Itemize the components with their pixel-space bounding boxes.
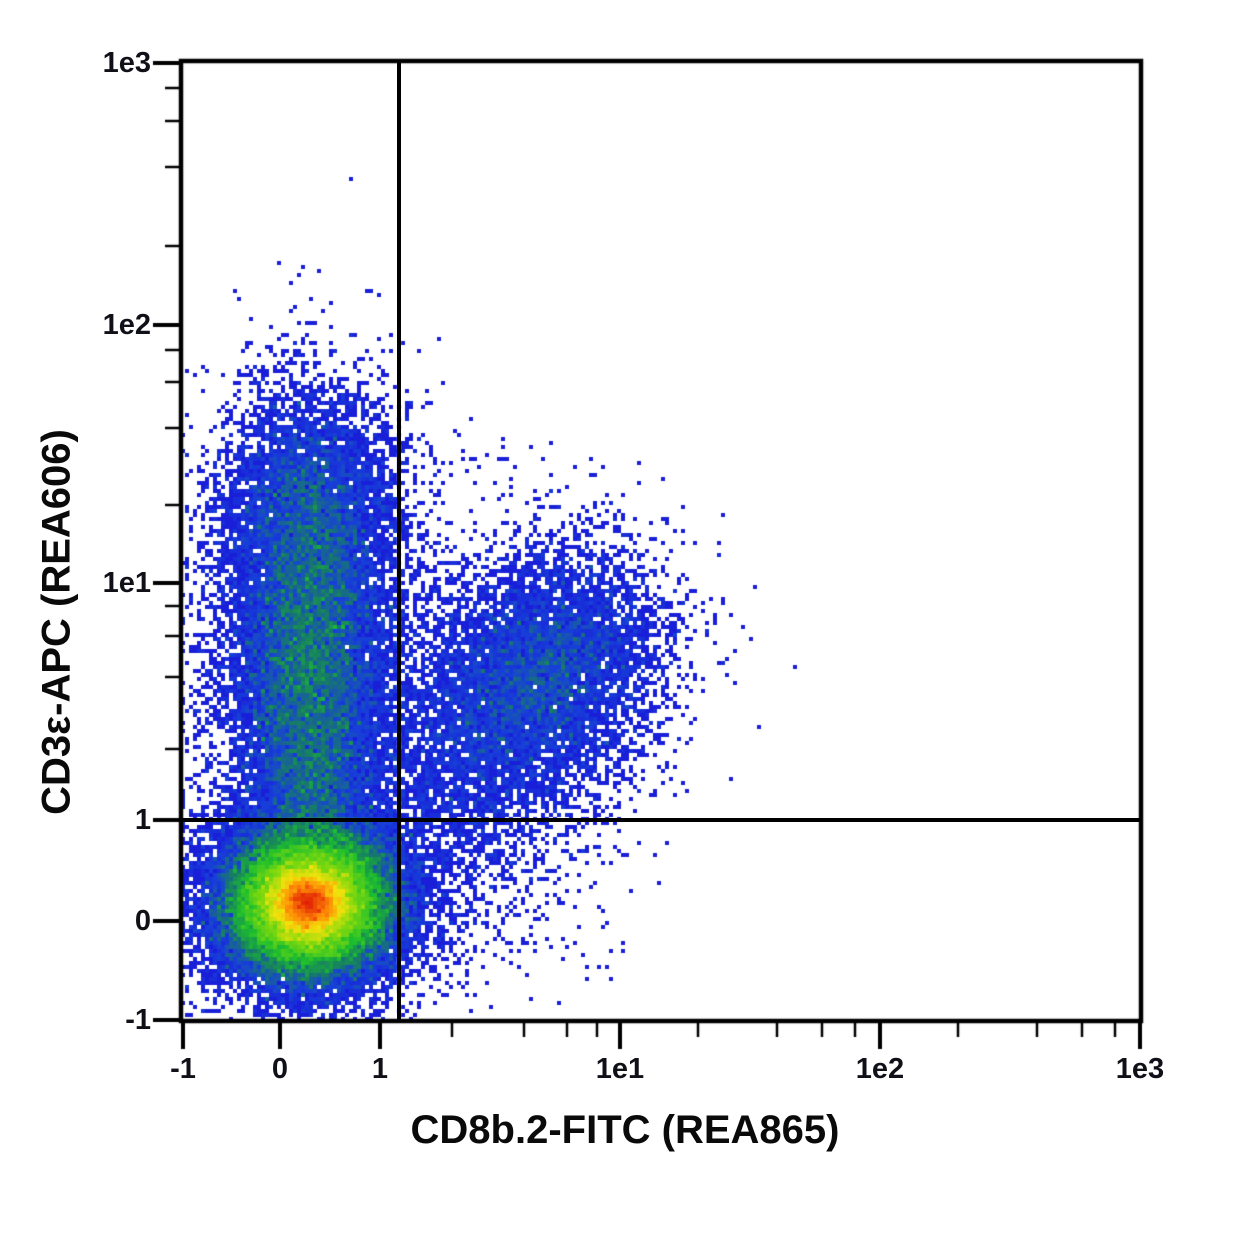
x-tick-label-1e2: 1e2 — [855, 1053, 905, 1085]
y-tick-label-1e3: 1e3 — [102, 47, 151, 79]
x-tick-label-1e3: 1e3 — [1115, 1053, 1165, 1085]
x-tick-label-0: 0 — [271, 1053, 289, 1085]
x-axis-title: CD8b.2-FITC (REA865) — [410, 1108, 840, 1152]
y-tick-label-1e2: 1e2 — [102, 309, 151, 341]
x-tick-label-1e1: 1e1 — [595, 1053, 645, 1085]
x-tick-label-1: 1 — [371, 1053, 389, 1085]
quadrant-gate-vertical-line[interactable] — [397, 61, 401, 1021]
y-tick-label-1: 1 — [134, 804, 151, 836]
y-tick-label-1e1: 1e1 — [102, 567, 151, 599]
y-axis-title: CD3ε-APC (REA606) — [34, 429, 79, 815]
y-tick-label--1: -1 — [125, 1004, 151, 1036]
y-tick-label-0: 0 — [134, 905, 151, 937]
quadrant-gate-horizontal-line[interactable] — [181, 818, 1141, 822]
x-tick-label--1: -1 — [170, 1053, 196, 1085]
